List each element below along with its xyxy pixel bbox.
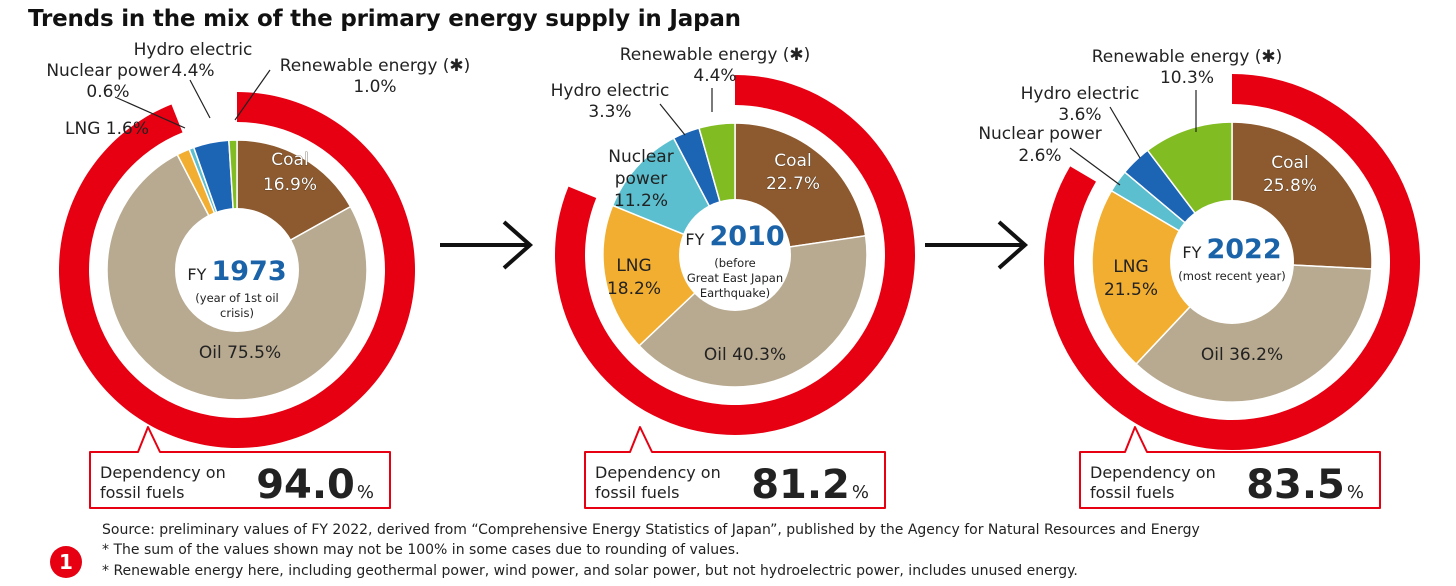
- fy-note-2010-1: Great East Japan: [687, 271, 783, 285]
- label-2010-nuclear-power-1: power: [615, 169, 668, 189]
- fy-note-2010-2: Earthquake): [700, 286, 770, 300]
- callout-label-1973-1: Dependency on: [100, 463, 226, 482]
- value-1973-hydro-electric: 4.4%: [171, 61, 214, 81]
- page-title: Trends in the mix of the primary energy …: [28, 6, 741, 32]
- arrow-head-1: [997, 220, 1029, 270]
- value-1973-coal: 16.9%: [263, 175, 317, 195]
- fy-note-1973-1: crisis): [220, 306, 254, 320]
- callout-label-2010-1: Dependency on: [595, 463, 721, 482]
- label-1973-lng: LNG 1.6%: [65, 119, 149, 139]
- label-2022-oil: Oil 36.2%: [1201, 345, 1283, 365]
- callout-value-2022: 83.5%: [1246, 462, 1364, 508]
- value-2010-renewable-energy: 4.4%: [693, 66, 736, 86]
- label-1973-hydro-electric: Hydro electric: [134, 40, 253, 60]
- callout-box-2022: [1079, 426, 1381, 509]
- fy-note-1973-0: (year of 1st oil: [195, 291, 278, 305]
- callout-value-1973: 94.0%: [256, 462, 374, 508]
- center-hole-1973: [175, 208, 299, 332]
- value-1973-renewable-energy: 1.0%: [353, 77, 396, 97]
- value-2022-hydro-electric: 3.6%: [1058, 105, 1101, 125]
- leader-line-2022-0: [1069, 147, 1121, 186]
- leader-line-2010-0: [659, 103, 686, 136]
- fy-label-1973: FY 1973: [187, 256, 286, 287]
- center-hole-2022: [1170, 200, 1294, 324]
- value-2010-lng: 18.2%: [607, 279, 661, 299]
- rounding-note: * The sum of the values shown may not be…: [102, 542, 740, 558]
- label-1973-renewable-energy: Renewable energy (✱): [280, 56, 471, 76]
- callout-label-2022-1: Dependency on: [1090, 463, 1216, 482]
- callout-label-2022-2: fossil fuels: [1090, 483, 1174, 502]
- value-2010-hydro-electric: 3.3%: [588, 102, 631, 122]
- value-1973-nuclear-power: 0.6%: [86, 82, 129, 102]
- label-2022-hydro-electric: Hydro electric: [1021, 84, 1140, 104]
- fy-label-2022: FY 2022: [1182, 234, 1281, 265]
- label-2022-lng: LNG: [1113, 257, 1148, 277]
- renewable-note: * Renewable energy here, including geoth…: [102, 563, 1078, 579]
- leader-line-1973-0: [114, 96, 186, 129]
- label-2010-renewable-energy: Renewable energy (✱): [620, 45, 811, 65]
- value-2010-coal: 22.7%: [766, 174, 820, 194]
- callout-box-2010: [584, 426, 886, 509]
- label-2010-nuclear-power-2: 11.2%: [614, 191, 668, 211]
- label-2022-nuclear-power: Nuclear power: [978, 124, 1101, 144]
- leader-line-1973-2: [234, 69, 271, 121]
- label-2010-lng: LNG: [616, 256, 651, 276]
- callout-label-1973-2: fossil fuels: [100, 483, 184, 502]
- source-note: Source: preliminary values of FY 2022, d…: [102, 522, 1200, 538]
- label-2010-oil: Oil 40.3%: [704, 345, 786, 365]
- callout-label-2010-2: fossil fuels: [595, 483, 679, 502]
- label-2010-hydro-electric: Hydro electric: [551, 81, 670, 101]
- label-2010-coal: Coal: [774, 151, 811, 171]
- arrow-head-0: [502, 220, 534, 270]
- callout-box-1973: [89, 426, 391, 509]
- value-2022-lng: 21.5%: [1104, 280, 1158, 300]
- leader-line-1973-1: [189, 79, 211, 119]
- figure-number-badge: 1: [50, 546, 82, 578]
- fy-note-2010-0: (before: [714, 256, 756, 270]
- fy-note-2022-0: (most recent year): [1178, 269, 1285, 283]
- fy-label-2010: FY 2010: [685, 221, 784, 252]
- label-2022-renewable-energy: Renewable energy (✱): [1092, 47, 1283, 67]
- label-2022-coal: Coal: [1271, 153, 1308, 173]
- label-1973-nuclear-power: Nuclear power: [46, 61, 169, 81]
- callout-value-2010: 81.2%: [751, 462, 869, 508]
- label-1973-coal: Coal: [271, 150, 308, 170]
- label-1973-oil: Oil 75.5%: [199, 343, 281, 363]
- center-hole-2010: [679, 199, 791, 311]
- value-2022-coal: 25.8%: [1263, 176, 1317, 196]
- value-2022-nuclear-power: 2.6%: [1018, 146, 1061, 166]
- value-2022-renewable-energy: 10.3%: [1160, 68, 1214, 88]
- leader-line-2022-1: [1109, 106, 1141, 159]
- label-2010-nuclear-power-0: Nuclear: [608, 147, 673, 167]
